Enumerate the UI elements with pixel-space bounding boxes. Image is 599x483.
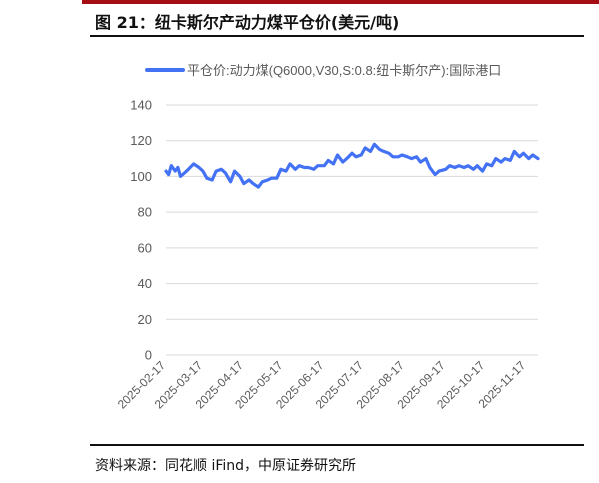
legend-label: 平仓价:动力煤(Q6000,V30,S:0.8:纽卡斯尔产):国际港口 [187, 63, 501, 78]
figure-title: 图 21：纽卡斯尔产动力煤平仓价(美元/吨) [95, 13, 400, 32]
title-divider [90, 35, 584, 37]
y-tick-label: 140 [130, 98, 152, 113]
y-tick-label: 0 [145, 348, 152, 363]
y-tick-label: 60 [138, 240, 152, 255]
source-note: 资料来源：同花顺 iFind，中原证券研究所 [95, 458, 357, 474]
series-line [164, 142, 540, 189]
y-tick-label: 80 [138, 205, 152, 220]
y-tick-label: 40 [138, 276, 152, 291]
y-tick-label: 20 [138, 312, 152, 327]
y-tick-label: 120 [130, 133, 152, 148]
top-accent-rule [82, 0, 599, 4]
y-tick-label: 100 [130, 169, 152, 184]
bottom-divider [90, 444, 584, 446]
